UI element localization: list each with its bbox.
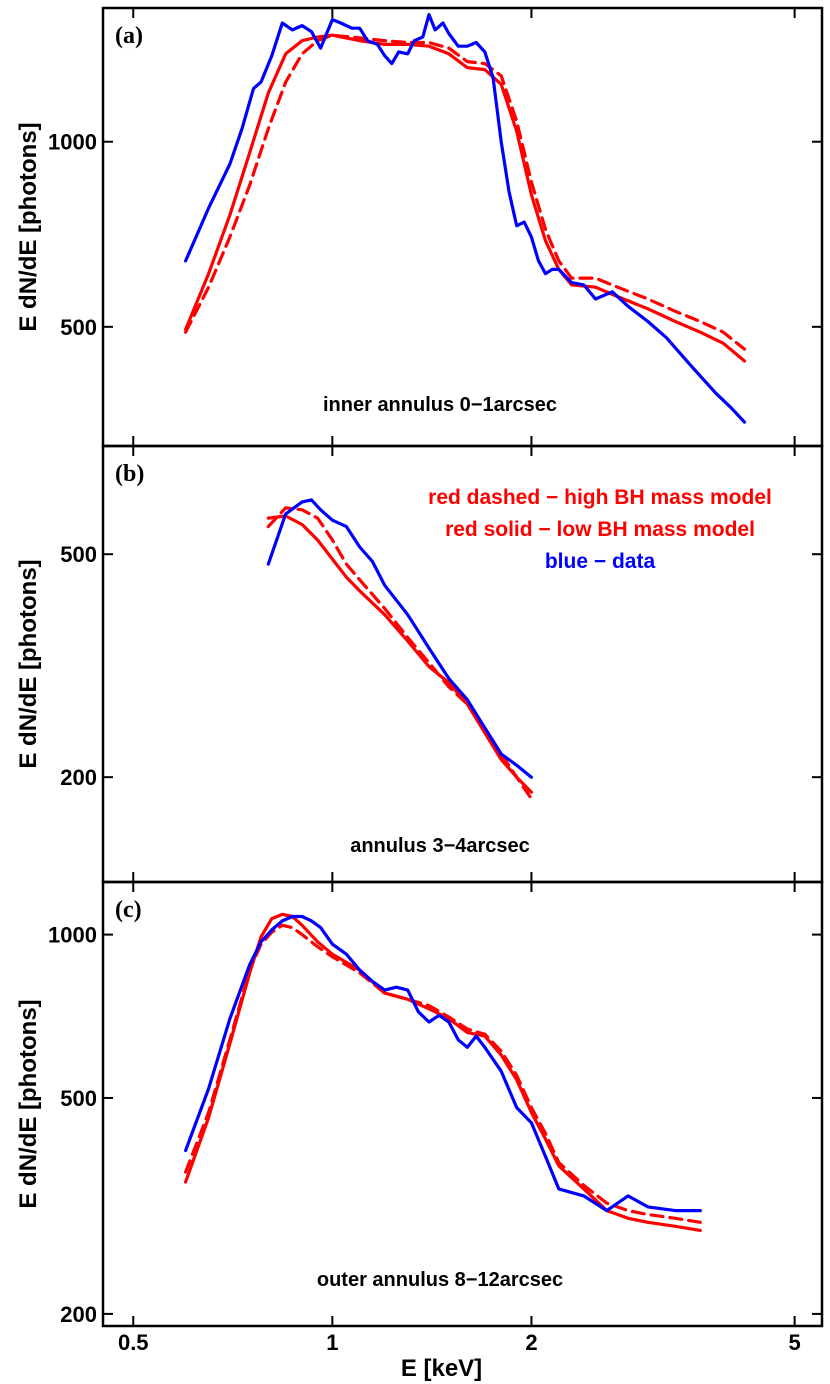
y-tick-label: 200	[60, 1302, 97, 1327]
series-line-red-dashed	[266, 506, 534, 801]
x-tick-label: 0.5	[118, 1330, 149, 1355]
plot-frame	[101, 6, 824, 448]
series-line-red-solid	[266, 514, 534, 794]
panel-annotation: inner annulus 0−1arcsec	[323, 394, 557, 416]
panel-label: (b)	[115, 461, 144, 487]
panel-b: 200 500 E dN/dE [photons] (b) annulus 3−4arc…	[15, 444, 824, 884]
x-axis-title: E [keV]	[401, 1355, 482, 1382]
panel-annotation: outer annulus 8−12arcsec	[317, 1269, 563, 1291]
y-axis-title: E dN/dE [photons]	[15, 122, 42, 331]
x-tick-label: 5	[788, 1330, 800, 1355]
x-tick-label: 2	[525, 1330, 537, 1355]
series-line-red-solid	[184, 912, 702, 1233]
y-tick-label: 500	[60, 315, 97, 340]
y-tick-label: 500	[60, 1086, 97, 1111]
series-line-red-solid	[184, 33, 747, 363]
panel-annotation: annulus 3−4arcsec	[350, 835, 530, 857]
panel-c: 0.5 1 2 5 200 500 1000 E dN/dE [photons] E [keV]…	[15, 880, 824, 1382]
series-line-blue-data	[184, 13, 747, 424]
series-line-blue-data	[184, 914, 702, 1213]
plot-frame	[101, 880, 824, 1328]
legend-entry: red dashed − high BH mass model	[428, 486, 772, 509]
legend-entry: blue − data	[545, 550, 656, 573]
y-axis-title: E dN/dE [photons]	[15, 559, 42, 768]
y-axis-title: E dN/dE [photons]	[15, 999, 42, 1208]
series-line-red-dashed	[184, 33, 747, 351]
y-tick-label: 1000	[48, 130, 97, 155]
panel-label: (a)	[115, 23, 143, 49]
legend-entry: red solid − low BH mass model	[445, 518, 755, 541]
y-tick-label: 500	[60, 542, 97, 567]
y-tick-label: 200	[60, 765, 97, 790]
series-line-red-dashed	[184, 923, 702, 1224]
series-line-blue-data	[266, 498, 534, 779]
plot-frame	[101, 444, 824, 884]
panel-label: (c)	[115, 897, 142, 923]
x-tick-label: 1	[326, 1330, 338, 1355]
y-tick-label: 1000	[48, 923, 97, 948]
